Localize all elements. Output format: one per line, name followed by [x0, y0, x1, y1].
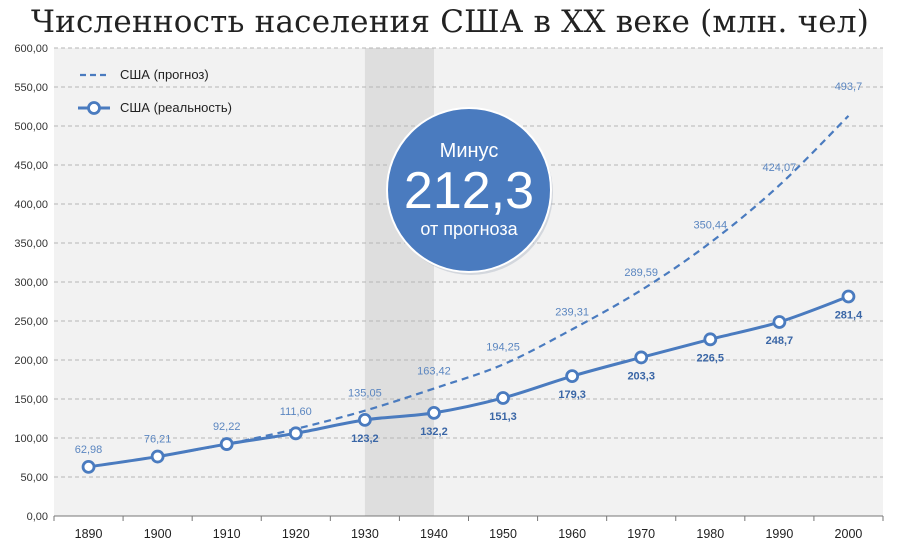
reality-data-label: 248,7 [766, 335, 794, 347]
forecast-data-label: 76,21 [144, 434, 172, 446]
bubble-line2: от прогноза [420, 219, 518, 239]
x-tick-label: 1930 [351, 527, 379, 541]
forecast-data-label: 135,05 [348, 388, 382, 400]
x-tick-label: 1950 [489, 527, 517, 541]
reality-data-label: 203,3 [627, 370, 655, 382]
forecast-data-label: 239,31 [555, 306, 589, 318]
legend-reality-label: США (реальность) [120, 100, 232, 115]
x-tick-label: 1890 [75, 527, 103, 541]
x-tick-label: 1990 [765, 527, 793, 541]
y-tick-label: 600,00 [14, 43, 48, 55]
reality-marker [150, 449, 165, 464]
x-tick-label: 1960 [558, 527, 586, 541]
forecast-data-label: 163,42 [417, 366, 451, 378]
y-tick-label: 150,00 [14, 394, 48, 406]
reality-marker [81, 459, 96, 474]
x-tick-label: 1920 [282, 527, 310, 541]
forecast-data-label: 350,44 [693, 220, 727, 232]
forecast-data-label: 493,7 [835, 81, 863, 93]
reality-marker [288, 426, 303, 441]
forecast-data-label: 111,60 [280, 406, 312, 418]
reality-data-label: 226,5 [697, 352, 725, 364]
y-tick-label: 450,00 [14, 160, 48, 172]
bubble-value: 212,3 [404, 162, 534, 220]
reality-marker [841, 289, 856, 304]
forecast-data-label: 92,22 [213, 421, 241, 433]
x-tick-label: 1970 [627, 527, 655, 541]
reality-marker [772, 315, 787, 329]
reality-data-label: 281,4 [835, 310, 863, 322]
reality-data-label: 179,3 [558, 389, 586, 401]
reality-marker [427, 405, 441, 420]
y-tick-label: 250,00 [14, 316, 48, 328]
reality-data-label: 123,2 [351, 433, 379, 445]
y-tick-label: 200,00 [14, 355, 48, 367]
y-tick-label: 100,00 [14, 433, 48, 445]
reality-marker [634, 350, 649, 365]
y-tick-label: 500,00 [14, 121, 48, 133]
bubble-line1: Минус [440, 140, 499, 162]
x-tick-label: 1900 [144, 527, 172, 541]
x-tick-label: 2000 [835, 527, 863, 541]
reality-marker [565, 369, 580, 384]
x-tick-label: 1910 [213, 527, 241, 541]
y-tick-label: 550,00 [14, 82, 48, 94]
reality-marker [496, 391, 510, 405]
x-tick-label: 1940 [420, 527, 448, 541]
reality-marker [219, 437, 234, 451]
y-tick-label: 400,00 [14, 199, 48, 211]
forecast-data-label: 62,98 [75, 444, 103, 456]
reality-data-label: 132,2 [420, 426, 448, 438]
forecast-data-label: 194,25 [486, 341, 520, 353]
forecast-data-label: 289,59 [624, 267, 658, 279]
legend-reality-marker [87, 101, 101, 115]
chart-title: Численность населения США в XX веке (млн… [30, 4, 870, 40]
y-tick-label: 350,00 [14, 238, 48, 250]
reality-data-label: 151,3 [489, 411, 517, 423]
y-tick-label: 0,00 [27, 511, 48, 523]
x-tick-label: 1980 [696, 527, 724, 541]
legend-forecast-label: США (прогноз) [120, 67, 209, 82]
y-tick-label: 300,00 [14, 277, 48, 289]
reality-marker [703, 332, 718, 347]
y-tick-label: 50,00 [20, 472, 48, 484]
difference-bubble [386, 107, 552, 273]
forecast-data-label: 424,07 [763, 162, 797, 174]
reality-marker [357, 413, 372, 427]
